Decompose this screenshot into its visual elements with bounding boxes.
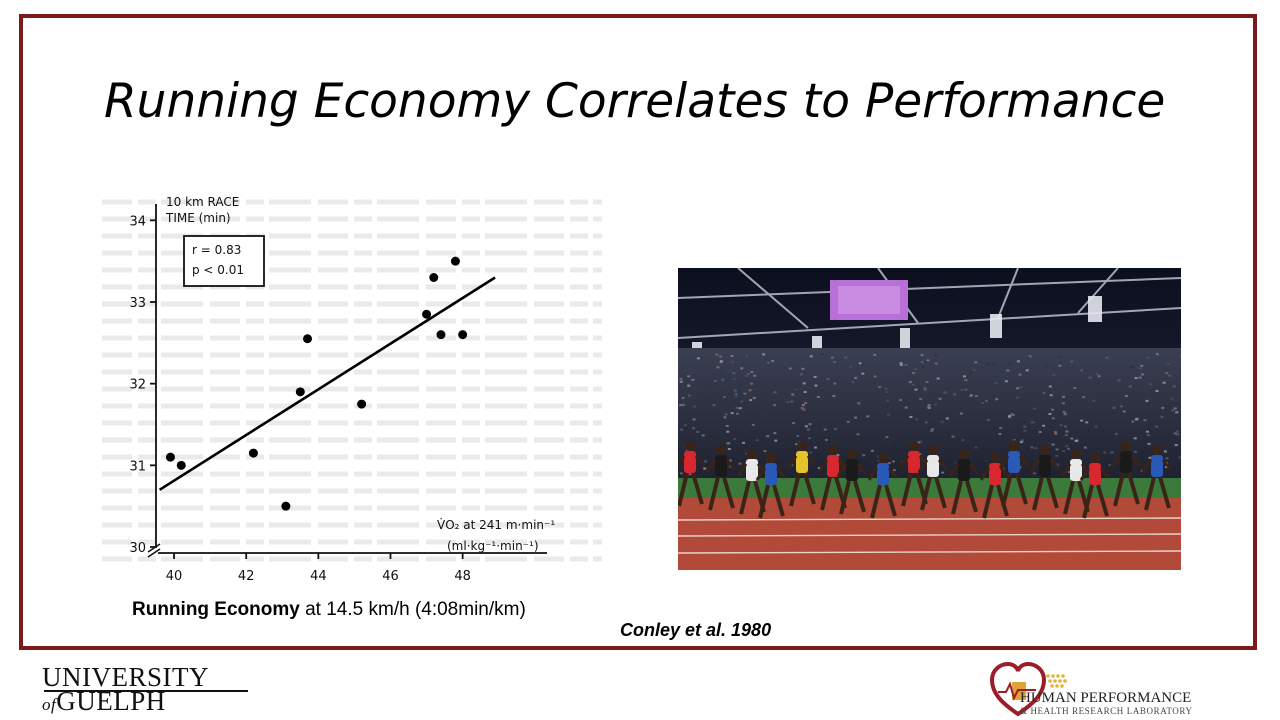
lab-logo-line2: & HEALTH RESEARCH LABORATORY <box>1020 706 1193 716</box>
citation: Conley et al. 1980 <box>620 620 772 640</box>
data-point-3 <box>248 448 258 458</box>
data-point-10 <box>436 330 446 340</box>
university-of-guelph-logo: UNIVERSITY ofGUELPH <box>42 664 252 716</box>
stats-r: r = 0.83 <box>192 243 241 257</box>
lab-logo-line1: HUMAN PERFORMANCE <box>1020 690 1192 706</box>
chart-caption: Running Economy at 14.5 km/h (4:08min/km… <box>132 599 526 621</box>
y-tick-label-31: 31 <box>129 459 146 474</box>
university-logo-rule <box>44 690 248 692</box>
stats-p: p < 0.01 <box>192 263 244 277</box>
regression-line <box>158 276 496 491</box>
y-tick-label-32: 32 <box>129 378 146 393</box>
human-performance-lab-logo: HUMAN PERFORMANCE & HEALTH RESEARCH LABO… <box>990 662 1212 718</box>
data-point-12 <box>458 330 468 340</box>
slide-title: Running Economy Correlates to Performanc… <box>104 74 1166 129</box>
y-axis-break <box>147 543 161 553</box>
university-logo-guelph: GUELPH <box>56 686 166 716</box>
x-tick-label-40: 40 <box>166 569 183 584</box>
data-point-6 <box>303 334 313 344</box>
x-axis-label-line1: V̇O₂ at 241 m·min⁻¹ <box>437 518 555 532</box>
y-axis-break-2 <box>147 548 161 558</box>
data-point-4 <box>281 501 291 511</box>
caption-rest: at 14.5 km/h (4:08min/km) <box>299 599 526 620</box>
y-tick-label-34: 34 <box>129 214 146 229</box>
data-point-8 <box>422 309 432 319</box>
x-tick-label-42: 42 <box>238 569 255 584</box>
x-tick-label-48: 48 <box>454 569 471 584</box>
heart-icon <box>990 662 1067 717</box>
x-axis-label-line2: (ml·kg⁻¹·min⁻¹) <box>447 539 539 553</box>
data-point-5 <box>295 387 305 397</box>
chart-svg: 30 31 32 33 34 40 42 44 46 48 10 km RACE TIME (m… <box>102 195 602 584</box>
university-logo-line2: ofGUELPH <box>42 688 166 718</box>
university-logo-line1: UNIVERSITY <box>42 662 209 692</box>
stats-box <box>183 235 265 287</box>
data-point-11 <box>450 256 460 266</box>
y-tick-label-30: 30 <box>129 541 146 556</box>
data-point-9 <box>429 273 439 282</box>
y-axis-label-line2: TIME (min) <box>165 211 231 225</box>
university-logo-of: of <box>42 695 57 714</box>
scatter-chart: 30 31 32 33 34 40 42 44 46 48 10 km RACE TIME (m… <box>102 186 612 590</box>
data-point-2 <box>176 460 186 470</box>
x-tick-label-46: 46 <box>382 569 399 584</box>
data-point-1 <box>165 452 175 462</box>
y-tick-label-33: 33 <box>129 296 146 311</box>
race-photo-illustration <box>678 268 1181 570</box>
y-axis-label-line1: 10 km RACE <box>166 195 239 209</box>
x-tick-label-44: 44 <box>310 569 327 584</box>
caption-bold: Running Economy <box>132 599 300 620</box>
race-photo <box>678 268 1181 570</box>
data-point-7 <box>357 399 367 409</box>
